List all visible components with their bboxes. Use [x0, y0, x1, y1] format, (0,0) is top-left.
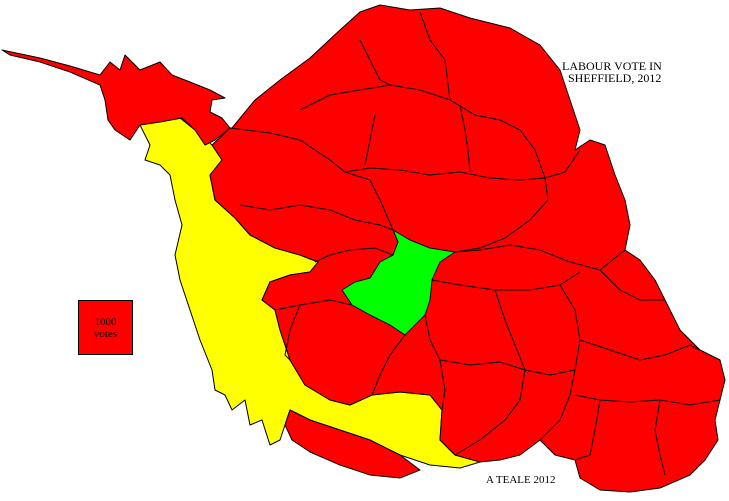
- boundary-line: [459, 104, 471, 173]
- legend-unit-label: votes: [93, 327, 118, 340]
- boundary-line: [359, 39, 391, 86]
- boundary-line: [454, 129, 549, 253]
- ward-red-north: [209, 4, 726, 493]
- ward-red-north-west-spur: [1, 49, 231, 146]
- author-credit: A TEALE 2012: [486, 474, 556, 486]
- boundary-line: [229, 127, 394, 231]
- boundary-line: [371, 334, 406, 396]
- boundary-line: [431, 271, 581, 291]
- legend-box: 1000 votes: [78, 300, 133, 355]
- map-title-line-2: SHEFFIELD, 2012: [568, 71, 662, 85]
- boundary-line: [239, 204, 394, 231]
- boundary-line: [419, 11, 451, 101]
- boundary-line: [274, 299, 353, 311]
- boundary-line: [439, 359, 526, 371]
- ward-red-south-strip: [284, 409, 421, 479]
- boundary-line: [524, 369, 576, 376]
- boundary-line: [314, 247, 394, 263]
- boundary-line: [579, 339, 701, 361]
- ward-boundaries: [229, 11, 721, 476]
- boundary-line: [284, 304, 301, 361]
- legend-value-label: 1000: [94, 315, 117, 328]
- boundary-line: [574, 394, 721, 406]
- boundary-line: [599, 269, 665, 301]
- boundary-line: [364, 114, 376, 166]
- boundary-line: [544, 149, 581, 179]
- boundary-line: [344, 167, 546, 181]
- boundary-line: [654, 399, 666, 476]
- boundary-line: [299, 84, 521, 131]
- boundary-line: [574, 399, 601, 461]
- map-title-line-1: LABOUR VOTE IN: [562, 59, 662, 73]
- boundary-line: [454, 289, 526, 456]
